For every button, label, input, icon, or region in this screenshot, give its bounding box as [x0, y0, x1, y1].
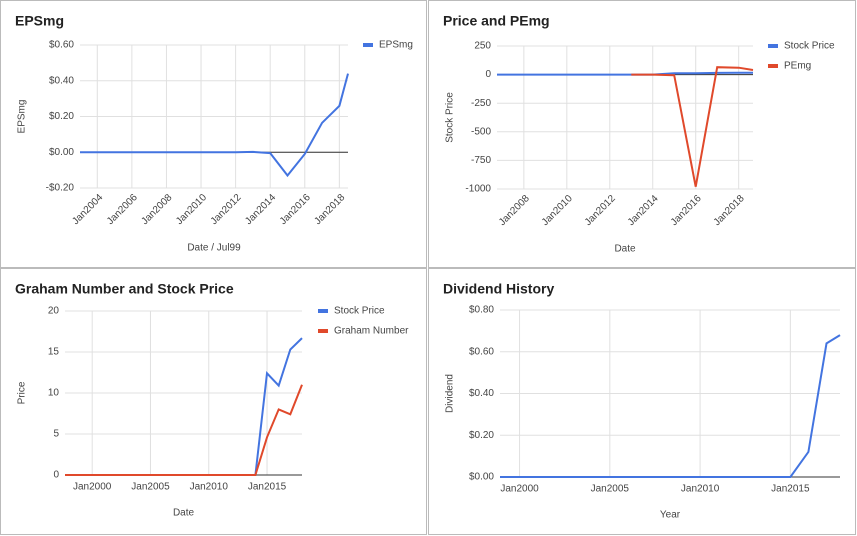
series-line: [500, 334, 841, 478]
y-tick-label: $0.60: [49, 40, 74, 51]
y-tick-label: 5: [53, 429, 59, 440]
y-tick-label: -500: [471, 126, 491, 137]
y-tick-label: 250: [474, 41, 491, 52]
y-tick-label: 20: [48, 306, 60, 317]
y-axis-label: Dividend: [445, 374, 456, 413]
y-tick-label: 10: [48, 388, 60, 399]
legend-swatch: [768, 64, 778, 68]
series-line: [631, 66, 754, 187]
y-tick-label: 0: [53, 470, 59, 481]
y-axis-label: Price: [17, 381, 28, 404]
panel: [0, 268, 427, 535]
legend-label: Graham Number: [334, 326, 409, 337]
y-tick-label: $0.00: [469, 472, 494, 483]
x-tick-label: Jan2000: [73, 482, 112, 493]
legend-swatch: [318, 309, 328, 313]
y-tick-label: 0: [485, 69, 491, 80]
legend-label: Stock Price: [784, 41, 835, 52]
y-tick-label: -$0.20: [46, 183, 75, 194]
x-tick-label: Jan2005: [591, 484, 630, 495]
x-axis-label: Date: [614, 244, 636, 255]
chart-title: Price and PEmg: [443, 13, 550, 29]
x-tick-label: Jan2010: [190, 482, 229, 493]
x-axis-label: Year: [660, 510, 681, 521]
legend-label: Stock Price: [334, 306, 385, 317]
y-tick-label: $0.60: [469, 346, 494, 357]
legend-label: EPSmg: [379, 40, 413, 51]
y-tick-label: -1000: [465, 184, 491, 195]
legend-label: PEmg: [784, 61, 811, 72]
legend-swatch: [318, 329, 328, 333]
y-tick-label: $0.20: [49, 111, 74, 122]
x-tick-label: Jan2005: [131, 482, 170, 493]
panel: [428, 268, 856, 535]
y-tick-label: $0.20: [469, 430, 494, 441]
x-axis-label: Date: [173, 508, 195, 519]
y-tick-label: -250: [471, 98, 491, 109]
chart-title: EPSmg: [15, 13, 64, 29]
y-tick-label: $0.80: [469, 305, 494, 316]
chart-title: Dividend History: [443, 281, 554, 297]
x-tick-label: Jan2015: [248, 482, 287, 493]
series-line: [80, 73, 349, 178]
y-tick-label: $0.40: [49, 75, 74, 86]
series-line: [497, 71, 753, 76]
x-tick-label: Jan2015: [771, 484, 810, 495]
y-axis-label: EPSmg: [17, 100, 28, 134]
y-tick-label: $0.00: [49, 147, 74, 158]
series-line: [65, 384, 303, 476]
y-tick-label: 15: [48, 347, 60, 358]
x-tick-label: Jan2010: [681, 484, 720, 495]
y-axis-label: Stock Price: [445, 92, 456, 143]
x-axis-label: Date / Jul99: [187, 243, 241, 254]
y-tick-label: $0.40: [469, 388, 494, 399]
x-tick-label: Jan2000: [500, 484, 539, 495]
y-tick-label: -750: [471, 155, 491, 166]
panel: [428, 0, 856, 268]
legend-swatch: [768, 44, 778, 48]
chart-title: Graham Number and Stock Price: [15, 281, 234, 297]
legend-swatch: [363, 43, 373, 47]
